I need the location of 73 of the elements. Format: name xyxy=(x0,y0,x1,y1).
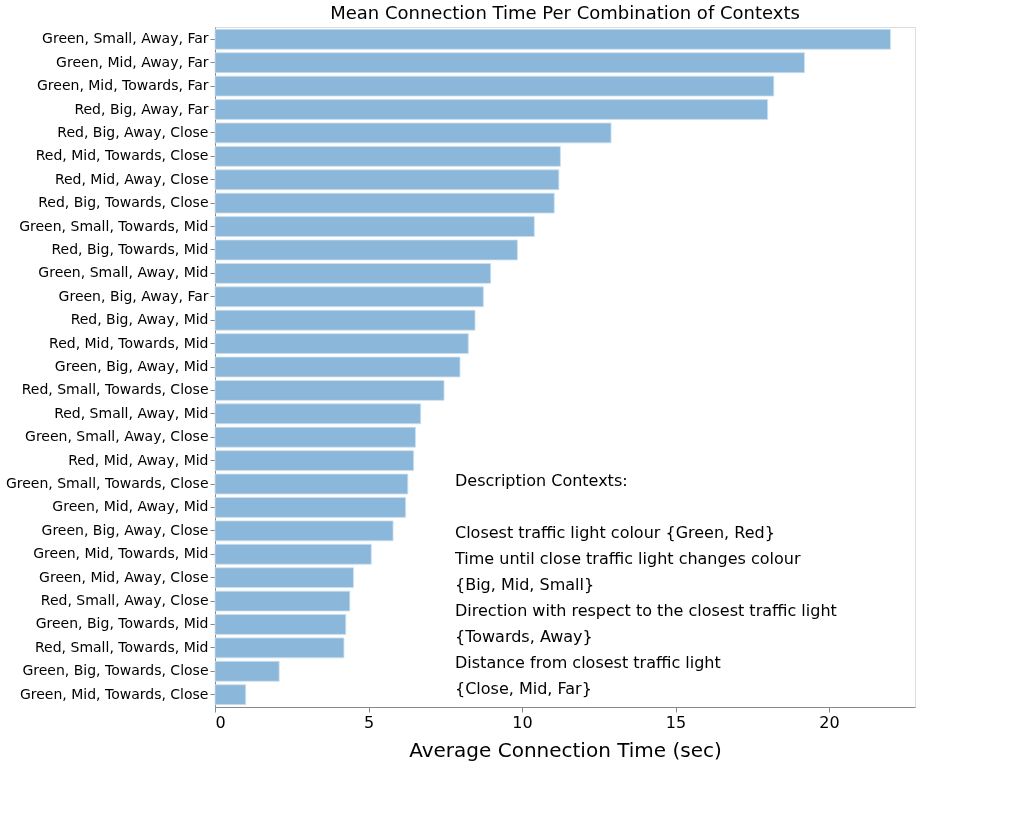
y-tick-label: Green, Small, Away, Close xyxy=(25,428,209,445)
x-tick-label: 0 xyxy=(215,712,226,732)
bar xyxy=(214,567,354,589)
annotation: Closest traffic light colour {Green, Red} xyxy=(455,522,775,542)
y-tick-label: Green, Mid, Away, Mid xyxy=(52,498,209,515)
bar xyxy=(214,216,535,237)
y-tick-label: Green, Big, Away, Far xyxy=(58,287,209,304)
bar xyxy=(214,239,518,261)
y-tick-label: Green, Mid, Away, Close xyxy=(39,568,209,585)
bar xyxy=(214,192,555,214)
bar xyxy=(214,356,461,378)
bar xyxy=(214,263,492,284)
y-tick-label: Red, Big, Away, Far xyxy=(74,100,209,117)
y-tick-label: Red, Big, Away, Close xyxy=(57,123,209,140)
annotation: Description Contexts: xyxy=(455,470,628,490)
y-tick-label: Red, Small, Towards, Mid xyxy=(35,638,209,655)
bar xyxy=(214,497,407,518)
bar xyxy=(214,122,612,144)
chart-title: Mean Connection Time Per Combination of Contexts xyxy=(330,2,800,23)
y-tick-label: Green, Big, Towards, Mid xyxy=(35,615,209,632)
bar xyxy=(214,426,416,448)
y-tick-label: Green, Small, Towards, Close xyxy=(5,475,209,492)
bar xyxy=(214,75,775,97)
bar xyxy=(214,543,372,565)
bar xyxy=(214,28,891,50)
annotation: Distance from closest traffic light xyxy=(455,652,721,672)
y-tick-label: Green, Big, Towards, Close xyxy=(22,662,209,679)
bar xyxy=(214,333,469,354)
y-tick-label: Red, Mid, Away, Close xyxy=(54,170,209,187)
bar xyxy=(214,590,351,612)
y-tick-label: Green, Mid, Away, Far xyxy=(56,53,209,70)
y-tick-label: Red, Mid, Away, Mid xyxy=(68,451,209,468)
bar xyxy=(214,286,484,308)
bar xyxy=(214,380,445,401)
x-tick-label: 10 xyxy=(512,712,533,732)
y-tick-label: Red, Big, Towards, Mid xyxy=(51,240,209,257)
x-tick-label: 5 xyxy=(363,712,375,732)
bar xyxy=(214,520,394,542)
y-tick-label: Green, Small, Away, Mid xyxy=(38,264,209,281)
y-tick-label: Red, Mid, Towards, Mid xyxy=(49,334,209,351)
y-tick-label: Green, Big, Away, Close xyxy=(41,521,209,538)
y-tick-label: Green, Mid, Towards, Mid xyxy=(33,545,209,562)
bar xyxy=(214,614,347,635)
bar xyxy=(214,309,476,331)
x-tick-label: 15 xyxy=(665,712,687,732)
annotation: Direction with respect to the closest traffic light xyxy=(455,600,837,620)
bar xyxy=(214,99,769,120)
x-axis-title: Average Connection Time (sec) xyxy=(409,737,722,762)
bar xyxy=(214,660,280,682)
y-tick-label: Red, Small, Towards, Close xyxy=(21,381,209,398)
bar xyxy=(214,637,345,659)
bar xyxy=(214,169,560,191)
annotation: Time until close traffic light changes colour xyxy=(454,548,801,568)
y-tick-label: Red, Mid, Towards, Close xyxy=(35,147,209,164)
y-tick-label: Green, Big, Away, Mid xyxy=(54,358,209,374)
bar xyxy=(214,473,409,495)
y-tick-label: Red, Big, Towards, Close xyxy=(38,194,209,211)
bar xyxy=(214,403,422,425)
annotation: {Towards, Away} xyxy=(455,626,593,646)
y-tick-label: Red, Big, Away, Mid xyxy=(70,311,209,328)
y-tick-label: Green, Small, Away, Far xyxy=(42,30,209,47)
bar xyxy=(214,450,415,471)
annotation: {Close, Mid, Far} xyxy=(455,678,592,698)
annotation: {Big, Mid, Small} xyxy=(455,574,595,594)
y-tick-label: Green, Mid, Towards, Far xyxy=(36,77,209,94)
bar xyxy=(214,684,247,706)
y-tick-label: Green, Mid, Towards, Close xyxy=(19,685,209,702)
bar xyxy=(214,52,805,74)
y-tick-label: Red, Small, Away, Mid xyxy=(54,404,209,421)
x-tick-label: 20 xyxy=(819,712,840,732)
y-tick-label: Red, Small, Away, Close xyxy=(40,592,209,609)
bar xyxy=(214,145,561,167)
y-tick-label: Green, Small, Towards, Mid xyxy=(19,217,209,234)
